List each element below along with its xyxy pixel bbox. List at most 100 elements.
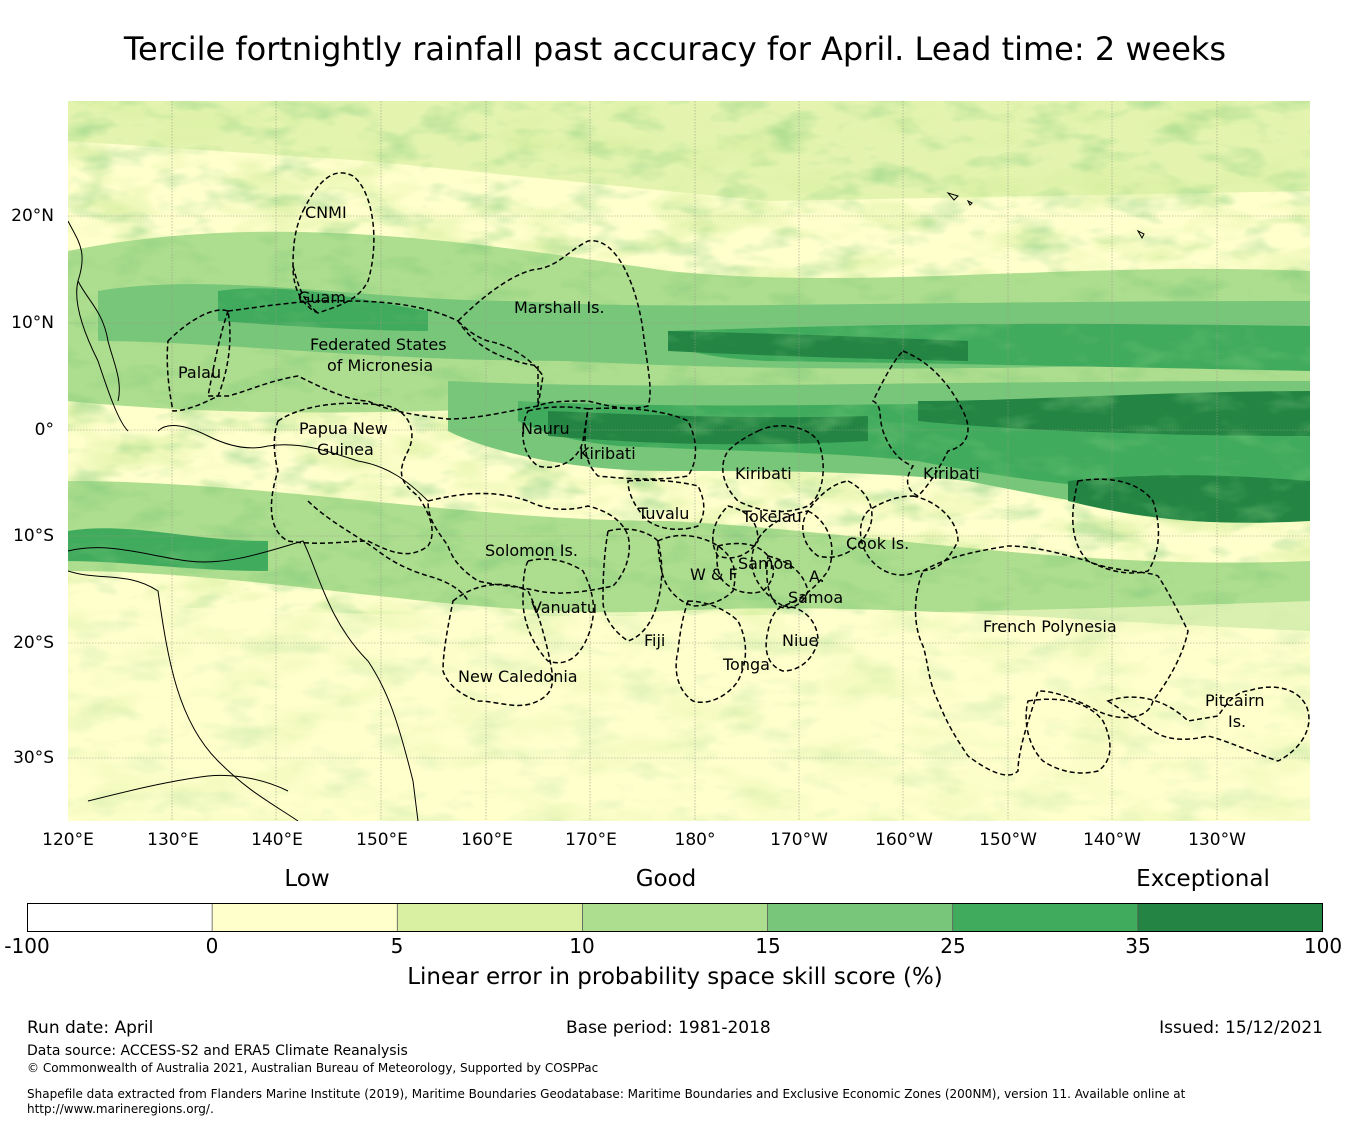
copyright: © Commonwealth of Australia 2021, Austra… <box>27 1061 599 1075</box>
eez-guam <box>292 265 319 314</box>
eez-nauru <box>522 406 589 468</box>
eez-tonga <box>675 600 747 703</box>
colorbar-frame <box>27 903 1323 932</box>
colorbar-segment <box>27 903 213 932</box>
label-fiji: Fiji <box>644 631 665 650</box>
y-tick-label: 0° <box>34 420 54 440</box>
shapefile-credit: Shapefile data extracted from Flanders M… <box>27 1087 1186 1101</box>
run-date: Run date: April <box>27 1018 154 1038</box>
label-cook: Cook Is. <box>846 534 909 553</box>
colorbar <box>27 903 1323 932</box>
eez-boundaries <box>166 172 1310 776</box>
colorbar-tick: -100 <box>4 934 50 958</box>
eez-cnmi <box>292 172 375 314</box>
colorbar-tick: 10 <box>569 934 595 958</box>
eez-solomon <box>427 492 630 594</box>
x-tick-label: 160°W <box>875 830 933 850</box>
colorbar-tick: 25 <box>940 934 966 958</box>
x-tick-label: 140°W <box>1083 830 1141 850</box>
label-wallis-futuna: W & F <box>690 565 738 584</box>
coastlines <box>68 192 1145 821</box>
eez-vanuatu <box>522 558 595 664</box>
label-palau: Palau <box>178 363 221 382</box>
colorbar-tick: 15 <box>755 934 781 958</box>
label-tonga: Tonga <box>722 655 770 674</box>
label-samoa: Samoa <box>738 554 793 573</box>
eez-cook-central <box>802 480 873 558</box>
eez-wallis-futuna <box>657 534 736 607</box>
eez-niue <box>765 605 819 672</box>
eez-palau <box>166 309 231 412</box>
base-period: Base period: 1981-2018 <box>566 1018 771 1038</box>
label-kiribati-3: Kiribati <box>923 464 980 483</box>
legend-category-exceptional: Exceptional <box>1136 866 1270 892</box>
colorbar-segment <box>212 903 398 932</box>
colorbar-segment <box>582 903 769 932</box>
y-tick-label: 20°S <box>13 633 54 653</box>
issued-date: Issued: 15/12/2021 <box>1159 1018 1323 1038</box>
label-nauru: Nauru <box>521 419 570 438</box>
label-guam: Guam <box>298 288 346 307</box>
label-fsm-1: Federated States <box>310 335 447 354</box>
colorbar-tick: 100 <box>1303 934 1343 958</box>
y-tick-label: 20°N <box>11 206 54 226</box>
eez-kiribati-phoenix <box>722 425 824 513</box>
label-kiribati-1: Kiribati <box>579 444 636 463</box>
label-marshall: Marshall Is. <box>514 298 605 317</box>
shapefile-url: http://www.marineregions.org/. <box>27 1102 214 1116</box>
label-solomon: Solomon Is. <box>485 541 578 560</box>
map-title: Tercile fortnightly rainfall past accura… <box>123 30 1227 68</box>
eez-american-samoa <box>766 555 809 609</box>
eez-tokelau <box>712 505 759 559</box>
colorbar-segment <box>1137 903 1323 932</box>
eez-marshall <box>456 240 651 409</box>
colorbar-tick: 5 <box>390 934 404 958</box>
eez-kiribati-line <box>871 350 969 497</box>
eez-tuvalu <box>627 479 705 531</box>
label-png-2: Guinea <box>317 440 374 459</box>
x-tick-label: 120°E <box>42 830 94 850</box>
skill-bands <box>68 101 1310 821</box>
y-tick-label: 10°S <box>13 526 54 546</box>
label-cnmi: CNMI <box>305 203 347 222</box>
skill-map: CNMI Guam Marshall Is. Federated States … <box>68 101 1310 821</box>
legend-category-low: Low <box>284 866 330 892</box>
eez-new-caledonia <box>442 583 554 707</box>
eez-samoa <box>716 542 775 594</box>
colorbar-label: Linear error in probability space skill … <box>407 964 943 990</box>
eez-pitcairn-south <box>1025 698 1111 774</box>
label-kiribati-2: Kiribati <box>735 464 792 483</box>
colorbar-segment <box>952 903 1139 932</box>
label-tuvalu: Tuvalu <box>637 504 689 523</box>
x-tick-label: 150°W <box>979 830 1037 850</box>
colorbar-segments <box>27 903 1323 932</box>
map-canvas: CNMI Guam Marshall Is. Federated States … <box>68 101 1310 821</box>
x-tick-label: 180° <box>674 830 716 850</box>
x-tick-label: 170°E <box>565 830 617 850</box>
eez-fsm <box>207 299 539 420</box>
label-tokelau: Tokelau <box>741 507 802 526</box>
label-niue: Niue <box>782 631 818 650</box>
colorbar-tick: 0 <box>205 934 219 958</box>
x-tick-label: 170°W <box>770 830 828 850</box>
label-fsm-2: of Micronesia <box>327 356 433 375</box>
eez-png <box>270 402 433 555</box>
colorbar-segment <box>397 903 583 932</box>
x-tick-label: 130°W <box>1188 830 1246 850</box>
label-french-polynesia: French Polynesia <box>983 617 1117 636</box>
eez-pitcairn <box>1106 686 1310 762</box>
label-new-caledonia: New Caledonia <box>458 667 578 686</box>
label-pitcairn-1: Pitcairn <box>1205 691 1265 710</box>
label-pitcairn-2: Is. <box>1228 712 1246 731</box>
y-tick-label: 30°S <box>13 748 54 768</box>
colorbar-segment <box>767 903 954 932</box>
eez-french-polynesia <box>914 545 1189 776</box>
eez-cook-north <box>859 495 959 576</box>
colorbar-tick: 35 <box>1125 934 1151 958</box>
x-tick-label: 130°E <box>147 830 199 850</box>
label-vanuatu: Vanuatu <box>531 598 597 617</box>
label-american-samoa-1: A. <box>809 567 825 586</box>
data-source: Data source: ACCESS-S2 and ERA5 Climate … <box>27 1043 408 1059</box>
y-tick-label: 10°N <box>11 313 54 333</box>
eez-french-polynesia-north <box>1072 478 1160 574</box>
